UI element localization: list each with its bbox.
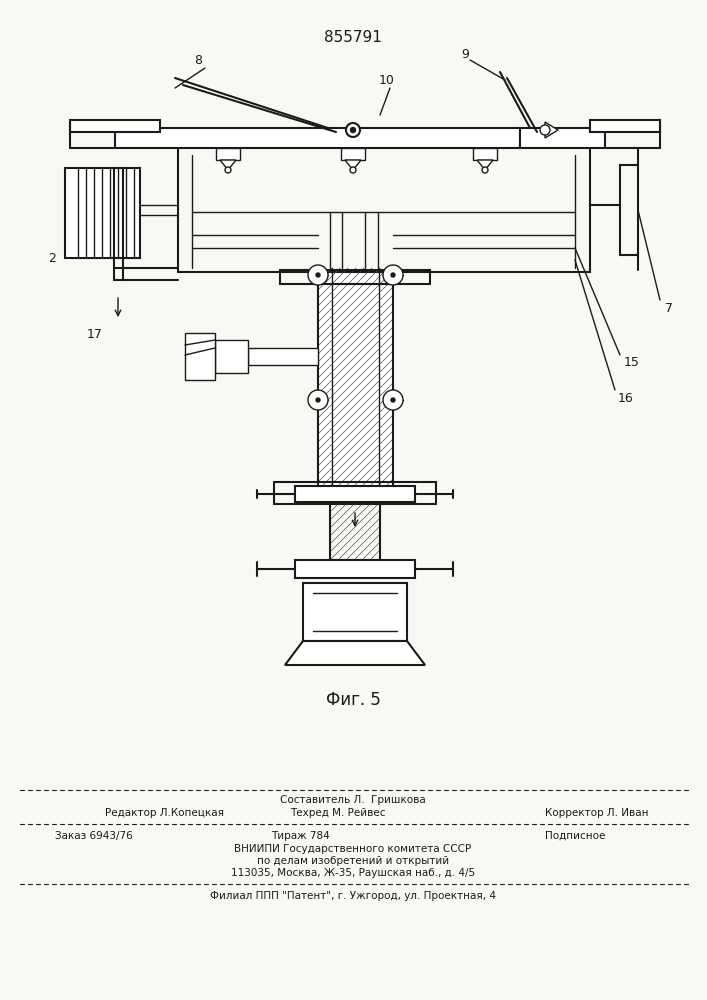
Polygon shape [70, 120, 160, 132]
Polygon shape [345, 160, 361, 170]
Polygon shape [185, 333, 215, 380]
Circle shape [308, 390, 328, 410]
Text: Заказ 6943/76: Заказ 6943/76 [55, 831, 133, 841]
Polygon shape [473, 148, 497, 160]
Circle shape [540, 125, 550, 135]
Text: 15: 15 [624, 357, 640, 369]
Text: Составитель Л.  Гришкова: Составитель Л. Гришкова [280, 795, 426, 805]
Polygon shape [220, 160, 236, 170]
Text: 2: 2 [48, 251, 56, 264]
Circle shape [346, 123, 360, 137]
Text: по делам изобретений и открытий: по делам изобретений и открытий [257, 856, 449, 866]
Bar [295, 486, 415, 502]
Circle shape [391, 273, 395, 277]
Polygon shape [115, 128, 520, 148]
Text: 8: 8 [194, 53, 202, 66]
Bar [65, 168, 140, 258]
Text: Филиал ППП "Патент", г. Ужгород, ул. Проектная, 4: Филиал ППП "Патент", г. Ужгород, ул. Про… [210, 891, 496, 901]
Text: 113035, Москва, Ж-35, Раушская наб., д. 4/5: 113035, Москва, Ж-35, Раушская наб., д. … [231, 868, 475, 878]
Text: Подписное: Подписное [545, 831, 605, 841]
Polygon shape [215, 340, 248, 373]
Polygon shape [477, 160, 493, 170]
Polygon shape [248, 348, 318, 365]
Text: 10: 10 [379, 74, 395, 87]
Polygon shape [590, 120, 660, 132]
Polygon shape [520, 128, 605, 148]
Polygon shape [216, 148, 240, 160]
Text: Редактор Л.Копецкая: Редактор Л.Копецкая [105, 808, 224, 818]
Text: ВНИИПИ Государственного комитета СССР: ВНИИПИ Государственного комитета СССР [235, 844, 472, 854]
Circle shape [350, 167, 356, 173]
Circle shape [308, 265, 328, 285]
Text: Техред М. Рейвес: Техред М. Рейвес [290, 808, 385, 818]
Text: 17: 17 [87, 328, 103, 342]
Circle shape [316, 398, 320, 402]
Text: 16: 16 [618, 391, 633, 404]
Circle shape [482, 167, 488, 173]
Bar [295, 560, 415, 578]
Circle shape [225, 167, 231, 173]
Polygon shape [285, 641, 425, 665]
Polygon shape [545, 122, 558, 138]
Bar [318, 268, 393, 490]
Text: Тираж 784: Тираж 784 [271, 831, 329, 841]
Text: 7: 7 [665, 302, 673, 314]
Circle shape [391, 398, 395, 402]
Circle shape [316, 273, 320, 277]
Bar [303, 583, 407, 641]
Polygon shape [341, 148, 365, 160]
Circle shape [351, 127, 356, 132]
Text: 9: 9 [461, 48, 469, 62]
Text: Корректор Л. Иван: Корректор Л. Иван [545, 808, 648, 818]
Circle shape [383, 265, 403, 285]
Circle shape [383, 390, 403, 410]
Text: Фиг. 5: Фиг. 5 [325, 691, 380, 709]
Text: 855791: 855791 [324, 30, 382, 45]
